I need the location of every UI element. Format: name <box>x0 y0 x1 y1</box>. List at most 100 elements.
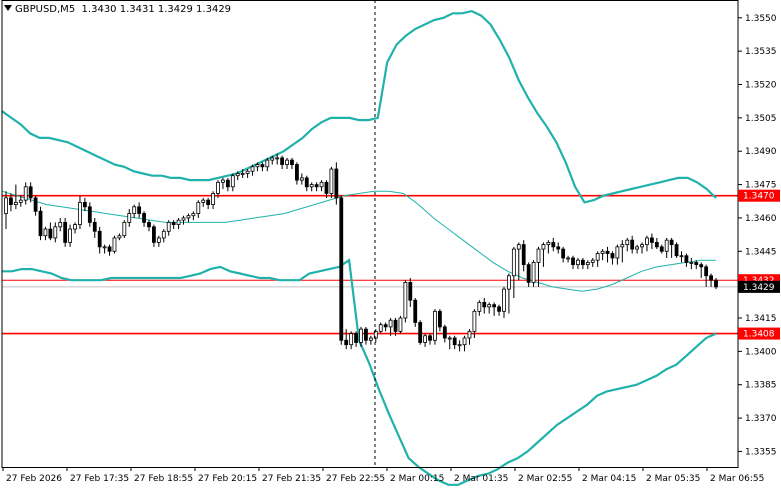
candle-body <box>437 310 442 328</box>
candle-body <box>640 244 644 248</box>
dropdown-triangle-icon[interactable] <box>4 5 12 11</box>
candle-body <box>605 250 610 254</box>
candle-body <box>285 159 289 165</box>
candle-body <box>610 253 615 259</box>
candle-body <box>650 237 654 243</box>
price-tick-label: 1.3505 <box>745 114 777 124</box>
candle-body <box>245 170 250 174</box>
candle-body <box>344 339 349 346</box>
candle-body <box>418 322 423 343</box>
candle-body <box>477 302 482 312</box>
candle-body <box>324 181 329 194</box>
time-tick-label: 2 Mar 02:55 <box>518 474 572 484</box>
candle-body <box>211 193 215 205</box>
candle-body <box>595 253 600 261</box>
time-tick-label: 27 Feb 17:35 <box>70 474 129 484</box>
candle-body <box>112 237 117 252</box>
candle-body <box>73 224 77 230</box>
candle-body <box>546 241 551 246</box>
candle-body <box>645 237 649 246</box>
candle-body <box>620 244 625 248</box>
candle-body <box>373 330 378 339</box>
candle-body <box>206 199 211 205</box>
price-level-label: 1.3470 <box>743 192 775 202</box>
candle-body <box>388 319 393 328</box>
time-tick-label: 2 Mar 05:35 <box>646 474 700 484</box>
candle-body <box>92 221 97 232</box>
horizontal-levels[interactable] <box>2 194 738 335</box>
candle-body <box>511 248 516 277</box>
candle-body <box>378 324 383 332</box>
candlesticks <box>4 153 718 352</box>
candle-body <box>684 255 689 263</box>
price-tick-label: 1.3445 <box>745 247 777 257</box>
current-price-label: 1.3429 <box>743 283 775 293</box>
candle-body <box>413 299 418 323</box>
time-tick-label: 2 Mar 01:35 <box>454 474 508 484</box>
candle-body <box>664 239 669 252</box>
candle-body <box>196 201 201 214</box>
candle-body <box>531 262 536 283</box>
candle-body <box>38 210 43 237</box>
candle-body <box>580 259 585 266</box>
candle-body <box>23 186 28 201</box>
candle-body <box>309 184 314 188</box>
candle-body <box>408 282 413 301</box>
candle-body <box>423 335 427 343</box>
candle-body <box>615 246 620 259</box>
candle-body <box>43 228 48 237</box>
candle-body <box>28 186 33 199</box>
candle-body <box>68 228 72 243</box>
price-tick-label: 1.3400 <box>745 347 777 357</box>
candle-body <box>368 337 373 341</box>
candle-body <box>516 244 521 250</box>
candle-body <box>571 257 575 266</box>
candle-body <box>63 221 68 243</box>
candle-body <box>156 237 161 243</box>
price-tick-label: 1.3355 <box>745 447 777 457</box>
ohlc-values: 1.3430 1.3431 1.3429 1.3429 <box>81 4 232 15</box>
price-tick-label: 1.3460 <box>745 214 777 224</box>
candle-body <box>704 266 709 277</box>
candle-body <box>556 246 561 250</box>
candle-body <box>290 159 294 165</box>
candle-body <box>97 230 102 248</box>
plot-frame <box>1 0 739 468</box>
candle-body <box>161 230 166 239</box>
price-tick-label: 1.3370 <box>745 414 777 424</box>
candle-body <box>329 168 334 194</box>
candle-body <box>275 157 280 160</box>
candle-body <box>541 244 546 250</box>
candle-body <box>304 177 309 188</box>
symbol-header[interactable]: GBPUSD,M5 1.3430 1.3431 1.3429 1.3429 <box>4 4 231 15</box>
candle-body <box>635 246 640 250</box>
candle-body <box>551 241 556 248</box>
candle-body <box>457 344 462 347</box>
candle-body <box>359 328 363 343</box>
candle-body <box>590 259 595 263</box>
candle-body <box>18 199 23 203</box>
candle-body <box>654 241 659 248</box>
candle-body <box>48 228 53 239</box>
candle-body <box>482 302 487 308</box>
candle-body <box>447 337 452 340</box>
candle-body <box>152 226 156 243</box>
candle-body <box>349 333 354 346</box>
symbol-label: GBPUSD,M5 <box>15 4 76 15</box>
time-tick-label: 27 Feb 20:15 <box>198 474 257 484</box>
candle-body <box>679 255 684 258</box>
price-tick-label: 1.3475 <box>745 181 777 191</box>
moving-average-line <box>1 190 716 292</box>
candle-body <box>462 337 467 346</box>
candle-body <box>566 257 570 260</box>
candle-body <box>221 179 225 183</box>
candle-body <box>561 248 566 259</box>
candle-body <box>166 221 171 232</box>
candle-body <box>383 324 388 328</box>
candle-body <box>403 282 408 319</box>
candle-body <box>526 264 531 283</box>
candle-body <box>694 262 699 266</box>
candle-body <box>472 310 477 332</box>
